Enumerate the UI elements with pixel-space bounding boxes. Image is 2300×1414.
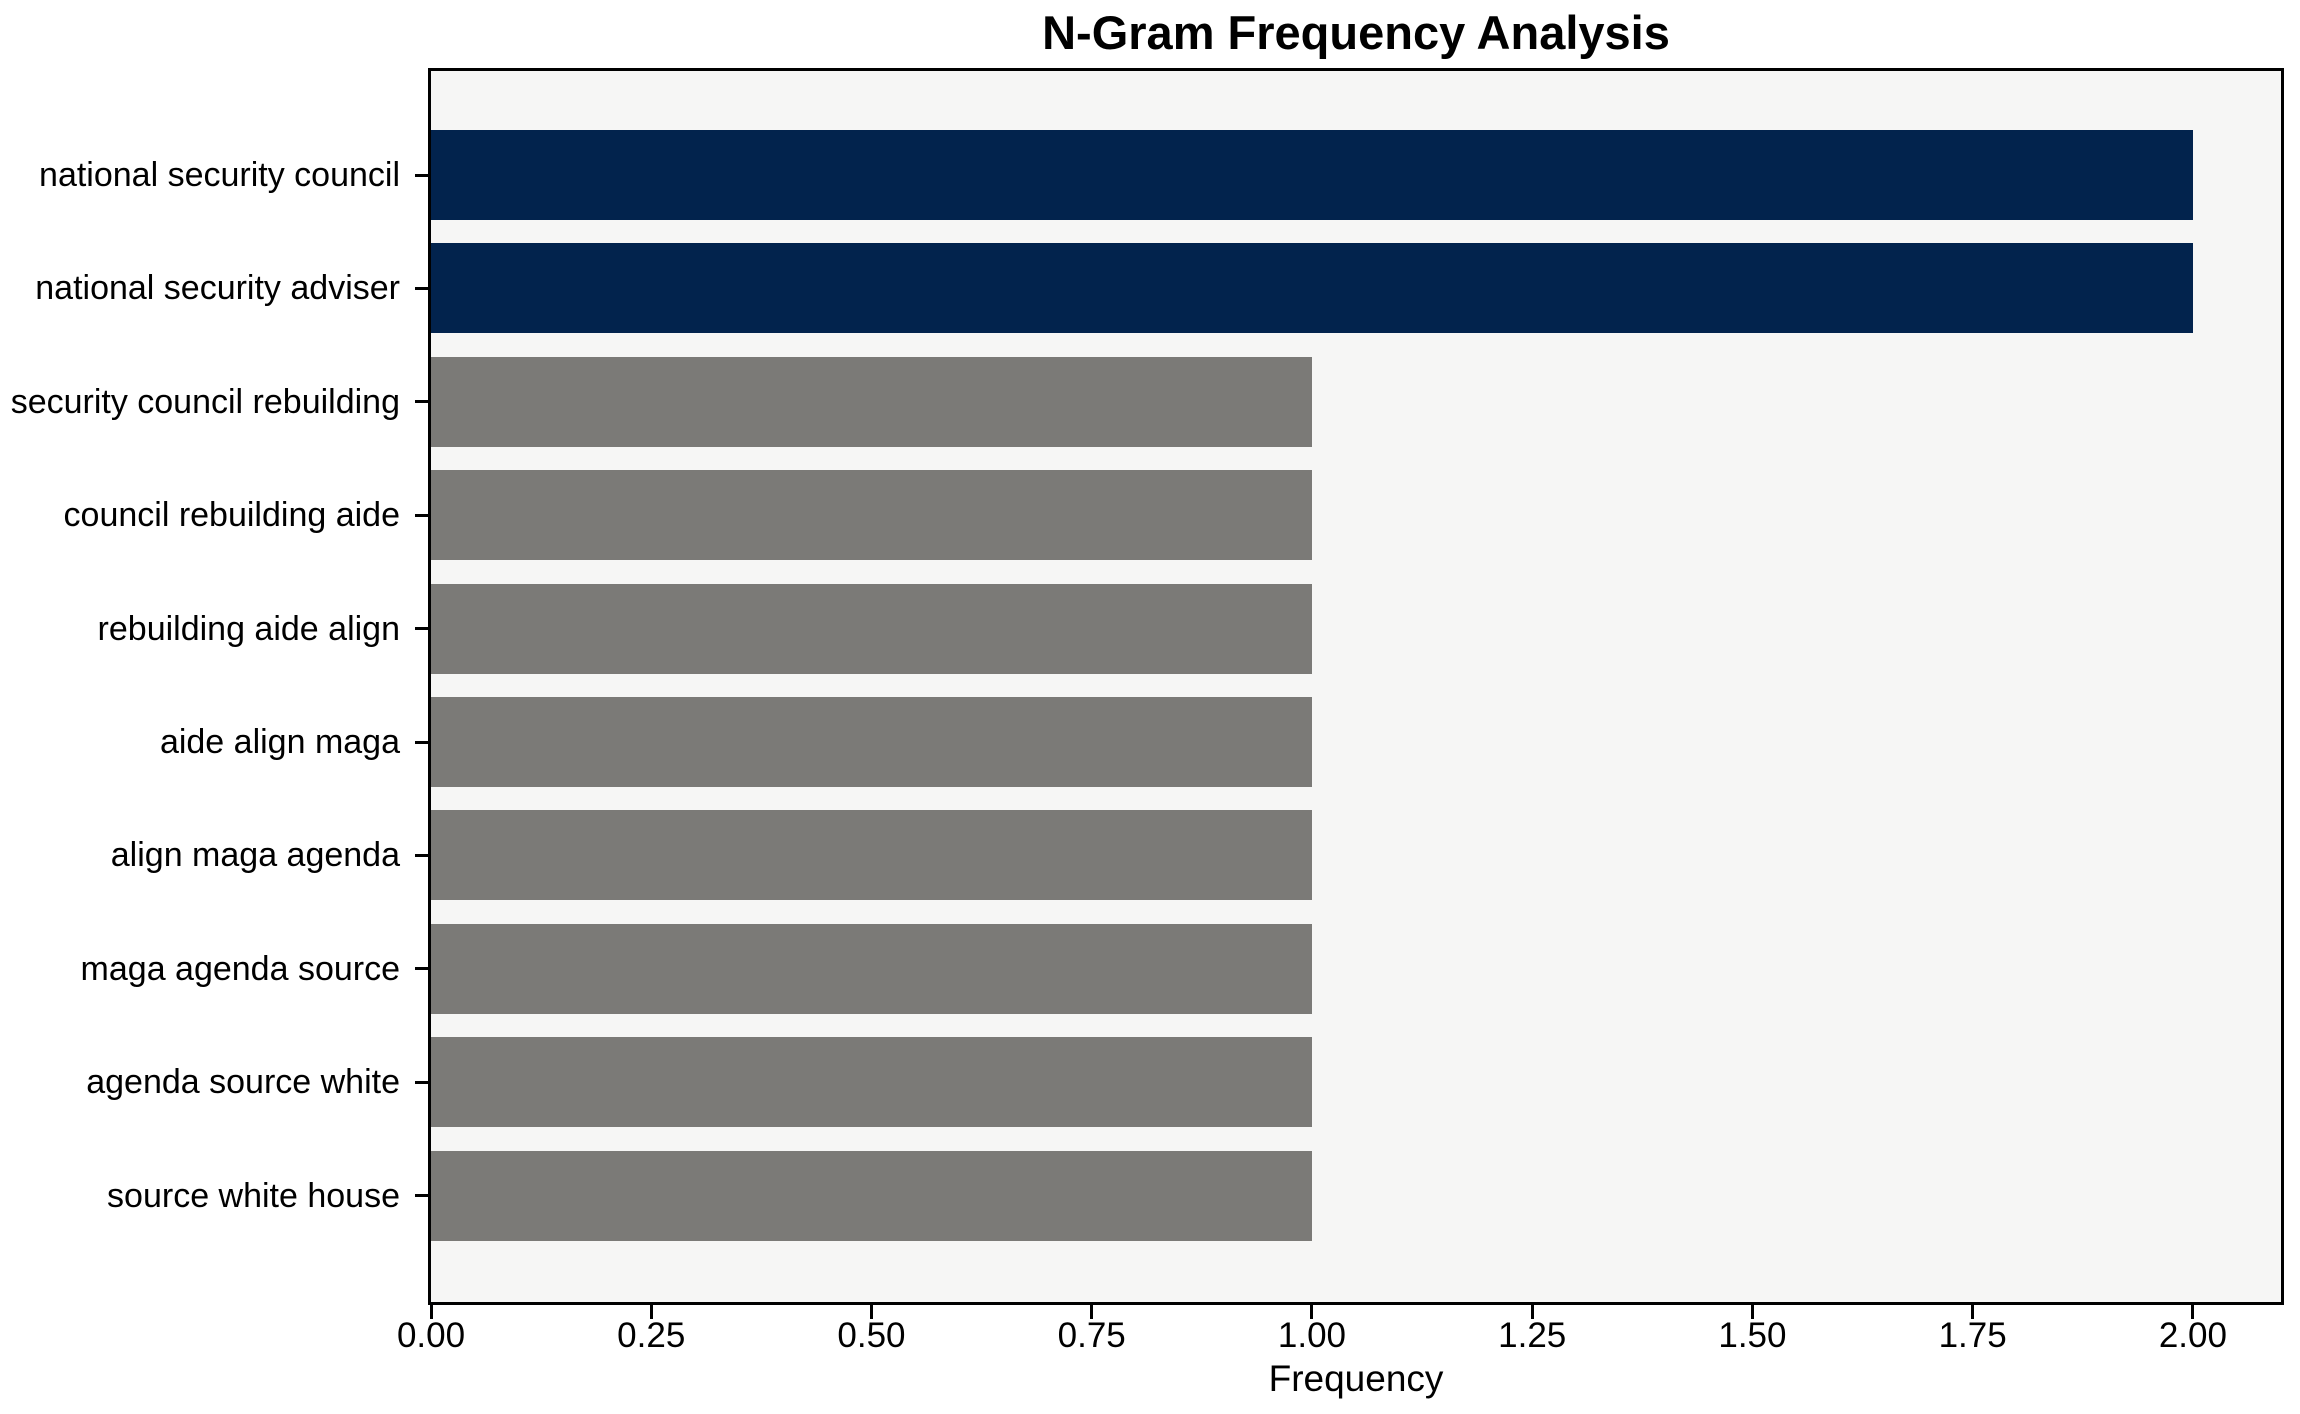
y-tick-mark (415, 286, 428, 290)
x-tick-mark (429, 1305, 433, 1319)
y-tick-mark (415, 627, 428, 631)
x-tick-mark (1971, 1305, 1975, 1319)
bar (431, 583, 1312, 674)
bar (431, 470, 1312, 561)
y-tick-label: align maga agenda (110, 836, 400, 875)
x-tick-label: 0.00 (396, 1316, 466, 1355)
y-tick-label: aide align maga (159, 723, 400, 761)
plot-area (428, 68, 2284, 1305)
bar (431, 1037, 1312, 1128)
x-tick-mark (649, 1305, 653, 1319)
x-tick-mark (869, 1305, 873, 1319)
x-tick-label: 0.75 (1057, 1316, 1126, 1355)
x-tick-label: 0.50 (837, 1316, 906, 1355)
y-tick-label: security council rebuilding (10, 382, 400, 421)
y-tick-label: source white house (107, 1176, 400, 1215)
bar (431, 243, 2193, 334)
x-tick-label: 1.25 (1498, 1316, 1567, 1355)
y-tick-label: national security council (39, 156, 400, 194)
y-tick-label: agenda source white (86, 1063, 400, 1102)
chart-title: N-Gram Frequency Analysis (1042, 6, 1670, 59)
y-tick-mark (415, 967, 428, 971)
y-tick-label: council rebuilding aide (63, 496, 400, 535)
x-tick-label: 1.75 (1938, 1316, 2007, 1355)
x-axis-label: Frequency (1268, 1358, 1444, 1399)
y-tick-mark (415, 740, 428, 744)
x-tick-mark (2191, 1305, 2195, 1319)
y-tick-mark (415, 400, 428, 404)
bar (431, 356, 1312, 447)
x-tick-label: 1.00 (1277, 1316, 1346, 1355)
bar (431, 130, 2193, 220)
bar (431, 697, 1312, 787)
y-tick-label: rebuilding aide align (97, 609, 400, 648)
y-tick-mark (415, 513, 428, 517)
bar (431, 810, 1312, 901)
y-tick-mark (415, 173, 428, 177)
x-tick-mark (1530, 1305, 1534, 1319)
y-tick-mark (415, 1194, 428, 1198)
x-tick-mark (1090, 1305, 1094, 1319)
y-tick-mark (415, 853, 428, 857)
y-tick-mark (415, 1080, 428, 1084)
bar (431, 923, 1312, 1014)
x-tick-label: 2.00 (2158, 1316, 2227, 1355)
x-tick-mark (1750, 1305, 1754, 1319)
bar (431, 1150, 1312, 1241)
x-tick-mark (1310, 1305, 1314, 1319)
y-tick-label: maga agenda source (80, 949, 400, 988)
x-tick-label: 0.25 (617, 1316, 686, 1355)
x-tick-label: 1.50 (1718, 1316, 1787, 1355)
y-tick-label: national security adviser (35, 269, 400, 308)
